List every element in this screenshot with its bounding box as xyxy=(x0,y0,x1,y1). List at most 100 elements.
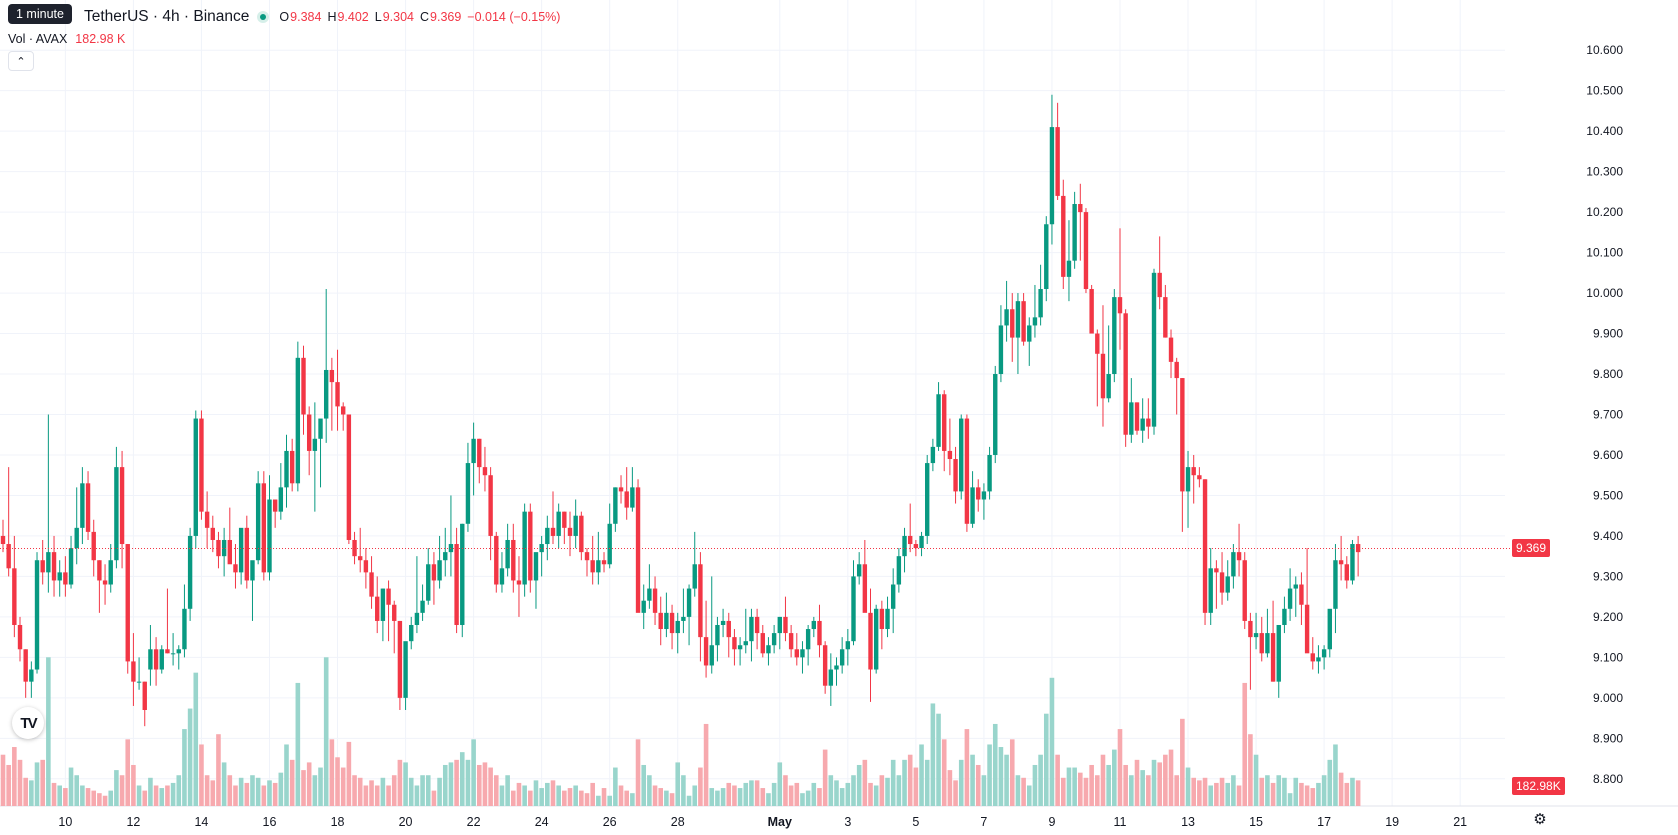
volume-bar xyxy=(1021,777,1026,806)
candle-body xyxy=(63,572,68,585)
volume-bar xyxy=(318,767,323,806)
candle-body xyxy=(913,544,919,549)
volume-bar xyxy=(522,785,527,806)
volume-bar xyxy=(397,759,403,806)
candle-body xyxy=(51,552,57,581)
candle-body xyxy=(998,325,1004,375)
candle-body xyxy=(210,527,215,540)
volume-bar xyxy=(664,790,669,806)
volume-bar xyxy=(1242,682,1248,806)
volume-bar xyxy=(1185,767,1191,806)
candle-body xyxy=(165,649,170,654)
candle-body xyxy=(494,535,499,585)
y-tick-label: 8.800 xyxy=(1593,772,1623,786)
volume-bar xyxy=(357,777,363,806)
candle-body xyxy=(839,649,845,666)
candle-body xyxy=(851,576,856,642)
y-tick-label: 9.800 xyxy=(1593,367,1623,381)
x-tick-label: 20 xyxy=(399,815,413,829)
volume-bar xyxy=(295,682,301,806)
volume-bar xyxy=(85,788,91,806)
candle-body xyxy=(749,616,754,642)
candle-body xyxy=(1236,552,1242,561)
candle-body xyxy=(471,438,476,464)
candle-body xyxy=(511,539,516,581)
gear-icon[interactable]: ⚙ xyxy=(1533,811,1547,828)
x-tick-label: 24 xyxy=(535,815,549,829)
candle-body xyxy=(1202,479,1208,613)
x-tick-label: May xyxy=(768,815,792,829)
volume-bar xyxy=(238,777,244,806)
candle-body xyxy=(811,620,817,630)
volume-bar xyxy=(1197,780,1202,806)
volume-bar xyxy=(635,739,641,806)
candle-body xyxy=(556,511,561,536)
candle-body xyxy=(1321,649,1327,658)
volume-bar xyxy=(992,723,998,806)
volume-bar xyxy=(46,657,51,806)
tradingview-logo-icon[interactable]: TV xyxy=(12,707,44,739)
volume-bar xyxy=(1225,782,1231,806)
volume-bar xyxy=(340,767,346,806)
candle-body xyxy=(777,616,782,634)
candle-body xyxy=(1066,260,1072,277)
candle-body xyxy=(879,608,885,630)
collapse-legend-button[interactable]: ⌃ xyxy=(8,51,34,71)
x-tick-label: 15 xyxy=(1249,815,1263,829)
candle-body xyxy=(522,511,527,585)
volume-bar xyxy=(834,780,839,806)
volume-bar xyxy=(425,775,431,806)
volume-bar xyxy=(681,775,686,806)
volume-bar xyxy=(907,754,913,806)
volume-bar xyxy=(0,754,6,806)
candle-body xyxy=(664,612,669,630)
candle-body xyxy=(1287,588,1293,609)
candle-body xyxy=(1259,633,1264,654)
candle-body xyxy=(1191,467,1196,476)
candle-body xyxy=(108,560,113,585)
volume-bar xyxy=(23,777,28,806)
volume-legend[interactable]: Vol · AVAX 182.98 K xyxy=(8,32,125,46)
candle-body xyxy=(856,564,862,577)
volume-bar xyxy=(437,777,442,806)
volume-bar xyxy=(828,775,834,806)
last-price-tag: 9.369 xyxy=(1512,539,1551,558)
candle-body xyxy=(0,535,6,545)
volume-bar xyxy=(323,657,329,806)
volume-bar xyxy=(788,785,794,806)
candle-body xyxy=(182,608,187,650)
volume-bar xyxy=(136,785,142,806)
volume-bar xyxy=(953,780,958,806)
y-tick-label: 9.700 xyxy=(1593,408,1623,422)
volume-bar xyxy=(284,744,289,806)
volume-bar xyxy=(822,749,828,806)
volume-bar xyxy=(800,793,805,806)
candle-body xyxy=(925,463,930,536)
candle-body xyxy=(822,645,828,686)
volume-bar xyxy=(210,780,216,806)
candle-body xyxy=(1021,301,1026,342)
volume-bar xyxy=(1032,764,1038,806)
x-tick-label: 17 xyxy=(1317,815,1331,829)
volume-bar xyxy=(187,708,193,806)
candle-body xyxy=(669,612,675,634)
volume-bar xyxy=(1015,775,1021,806)
volume-bar xyxy=(618,785,624,806)
market-open-icon xyxy=(257,11,270,23)
symbol-title[interactable]: TetherUS · 4h · Binance xyxy=(84,8,250,25)
volume-bar xyxy=(964,729,970,806)
volume-bar xyxy=(1106,764,1111,806)
candle-body xyxy=(1112,297,1117,375)
volume-bar xyxy=(1009,739,1015,806)
volume-bar xyxy=(1123,764,1128,806)
candle-body xyxy=(601,560,607,565)
candle-body xyxy=(1174,361,1179,379)
volume-bar xyxy=(465,759,471,806)
volume-bar xyxy=(771,782,777,806)
candle-body xyxy=(800,649,805,658)
candle-body xyxy=(233,564,238,573)
volume-bar xyxy=(805,790,811,806)
candle-body xyxy=(335,382,340,407)
volume-bar xyxy=(1180,718,1185,806)
